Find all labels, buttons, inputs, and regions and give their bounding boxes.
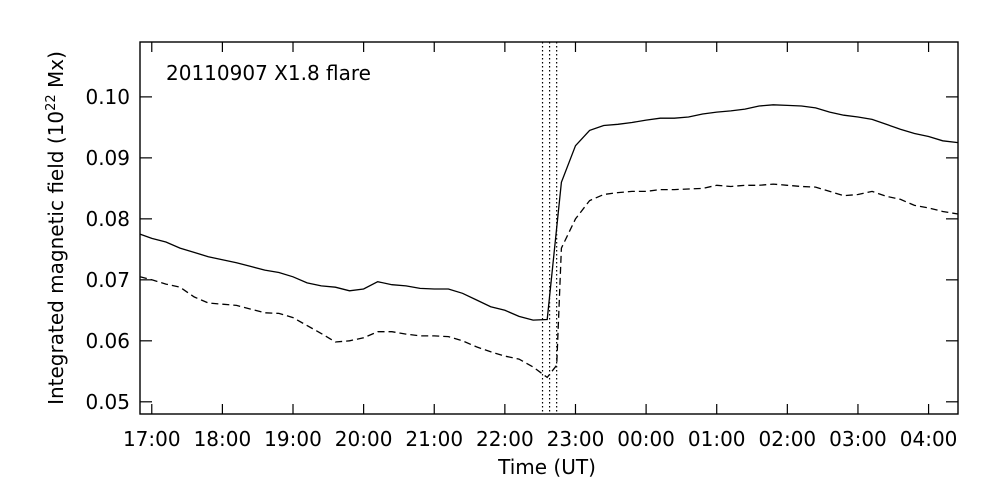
x-tick-label: 23:00 (547, 427, 605, 451)
y-tick-label: 0.06 (85, 329, 130, 353)
x-axis: 17:00 18:00 19:00 20:00 21:00 22:00 23:00 00:00… (123, 42, 957, 451)
y-tick-label: 0.05 (85, 390, 130, 414)
x-axis-title: Time (UT) (497, 455, 596, 479)
flare-annotation: 20110907 X1.8 flare (166, 61, 371, 85)
y-tick-label: 0.10 (85, 85, 130, 109)
x-tick-label: 18:00 (194, 427, 252, 451)
y-axis-title: Integrated magnetic field (1022 Mx) (44, 51, 68, 405)
y-tick-label: 0.09 (85, 146, 130, 170)
series-line-dashed (139, 183, 959, 379)
x-tick-label: 19:00 (264, 427, 322, 451)
x-tick-label: 03:00 (829, 427, 887, 451)
x-tick-label: 17:00 (123, 427, 181, 451)
y-axis-title-suffix: Mx) (44, 51, 68, 94)
x-tick-label: 00:00 (617, 427, 675, 451)
y-axis-title-prefix: Integrated magnetic field (10 (44, 111, 68, 405)
y-axis: 0.05 0.06 0.07 0.08 0.09 0.10 (85, 85, 958, 414)
x-tick-label: 04:00 (900, 427, 958, 451)
y-axis-title-exponent: 22 (44, 94, 59, 111)
y-tick-label: 0.07 (85, 268, 130, 292)
plot-frame (139, 41, 959, 415)
x-tick-label: 20:00 (335, 427, 393, 451)
x-tick-label: 22:00 (476, 427, 534, 451)
x-tick-label: 02:00 (759, 427, 817, 451)
series-line-solid (139, 104, 959, 321)
x-tick-label: 01:00 (688, 427, 746, 451)
series-group (139, 104, 959, 379)
x-tick-label: 21:00 (405, 427, 463, 451)
y-tick-label: 0.08 (85, 207, 130, 231)
